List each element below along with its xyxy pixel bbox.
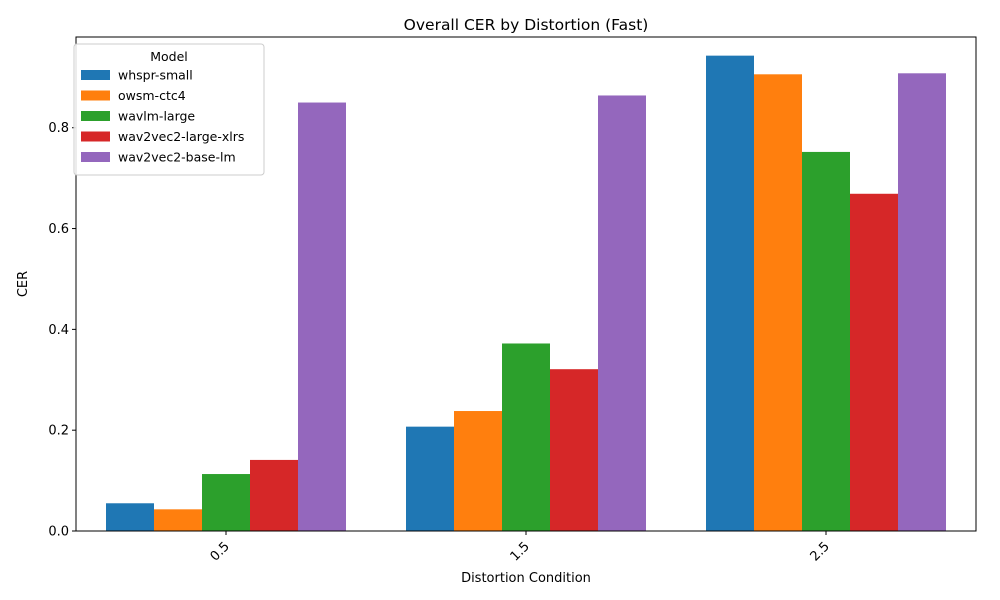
legend-entry-label: wavlm-large — [118, 109, 195, 124]
legend-entry-label: wav2vec2-base-lm — [118, 150, 236, 165]
bar — [250, 459, 298, 531]
bar — [298, 102, 346, 531]
legend-swatch — [81, 70, 110, 80]
legend: Model whspr-small owsm-ctc4 wavlm-large wav… — [73, 43, 265, 176]
y-tick-label: 0.8 — [48, 121, 69, 136]
legend-entry-label: wav2vec2-large-xlrs — [118, 129, 244, 144]
legend-title: Model — [150, 49, 188, 64]
bar — [106, 503, 154, 531]
legend-swatch — [81, 111, 110, 121]
bar — [550, 369, 598, 531]
bar — [850, 193, 898, 531]
bar — [454, 411, 502, 531]
y-tick-label: 0.6 — [48, 222, 69, 237]
y-tick-label: 0.4 — [48, 323, 69, 338]
legend-swatch — [81, 90, 110, 101]
plot-frame — [75, 36, 977, 532]
bar — [802, 151, 850, 532]
y-axis: 0.0 0.2 0.4 0.6 0.8 — [48, 121, 76, 540]
y-tick-label: 0.2 — [48, 424, 69, 439]
legend-box — [73, 43, 265, 176]
bar — [598, 95, 646, 531]
bar — [754, 74, 802, 532]
bar — [154, 509, 202, 531]
bar — [406, 426, 454, 531]
legend-swatch — [81, 131, 110, 142]
y-axis-title: CER — [16, 271, 31, 297]
bar — [706, 55, 754, 531]
bars-group — [106, 55, 946, 532]
legend-swatch — [81, 152, 110, 162]
y-tick-label: 0.0 — [48, 525, 69, 540]
x-axis-title: Distortion Condition — [461, 571, 591, 586]
bar — [502, 343, 550, 531]
bar — [898, 73, 946, 531]
legend-entry-label: owsm-ctc4 — [118, 88, 186, 103]
legend-entry-label: whspr-small — [118, 68, 193, 83]
bar — [202, 474, 250, 531]
chart-title: Overall CER by Distortion (Fast) — [404, 16, 649, 34]
